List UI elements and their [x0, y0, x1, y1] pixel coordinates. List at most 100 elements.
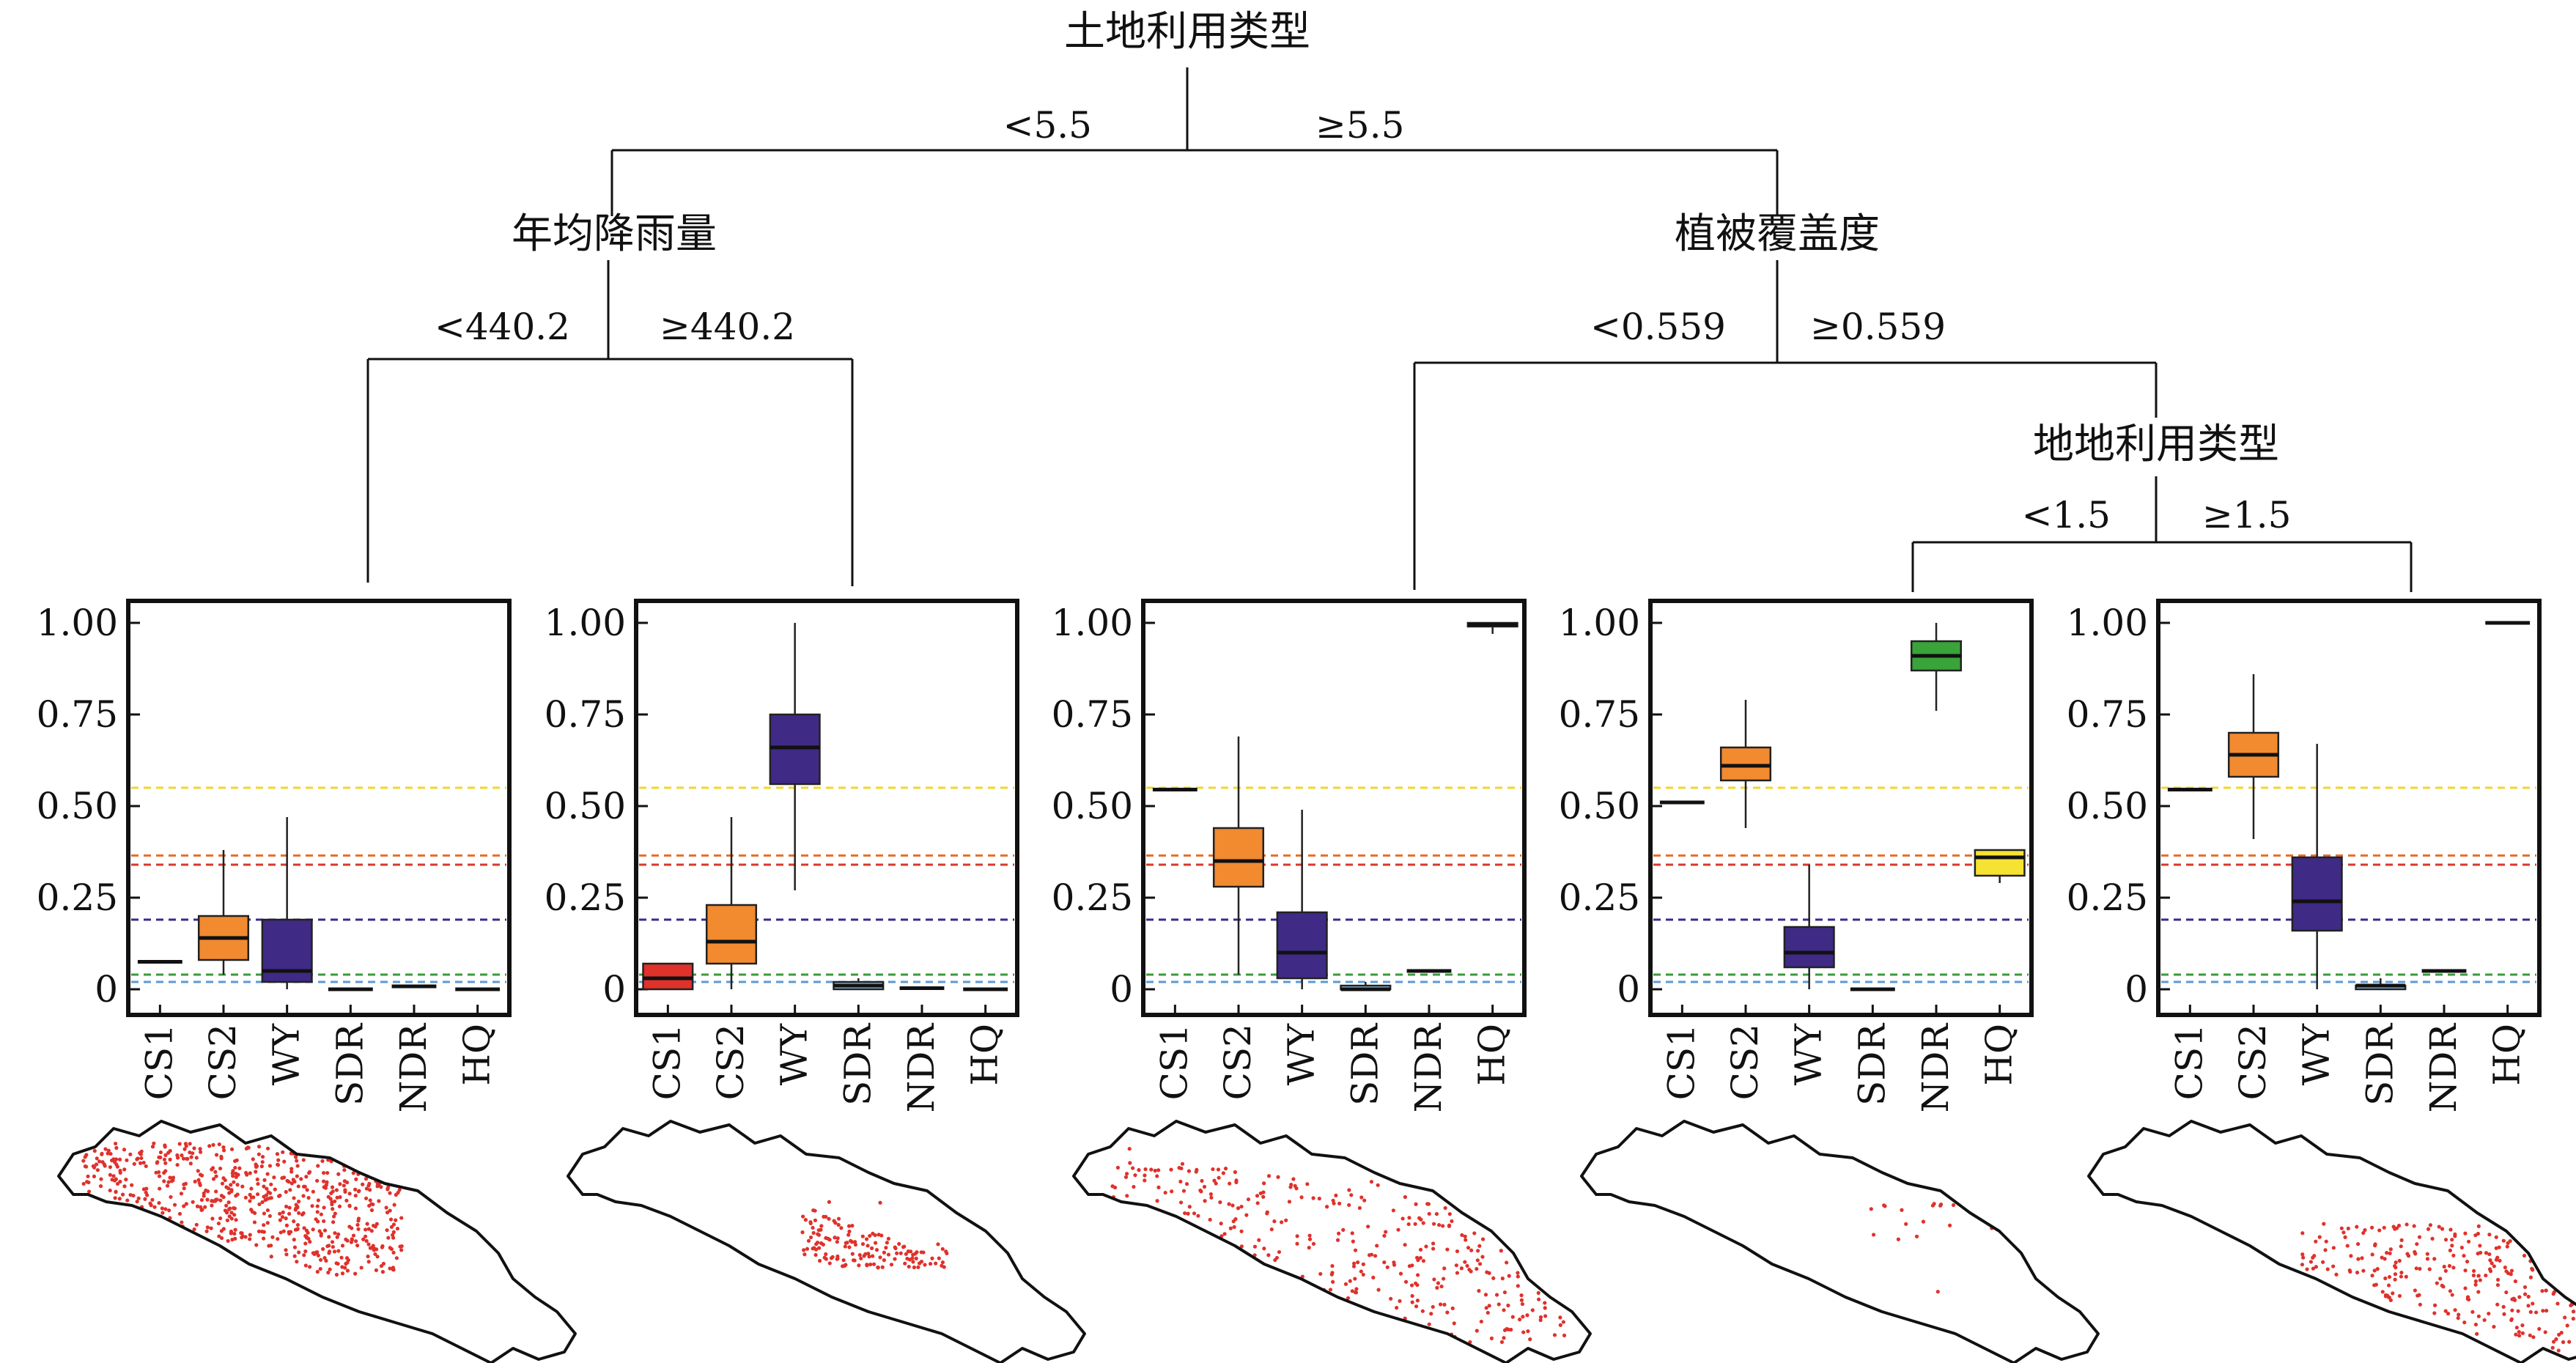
- right-node-label: 植被覆盖度: [1675, 210, 1880, 258]
- map-points: [1110, 1147, 1567, 1345]
- root-right-split-label: ≥5.5: [1315, 104, 1404, 147]
- y-tick-label: 0: [602, 968, 626, 1011]
- boxplot-panels: 0 0.25 0.50 0.75 1.00 CS1 CS2 WY SDR NDR HQ 0 0.25 0.…: [37, 599, 2542, 1113]
- box-body: [1974, 849, 2026, 877]
- y-tick-label: 0.25: [545, 876, 626, 919]
- panel-frame: [1648, 599, 2034, 1017]
- x-category-label: HQ: [456, 1024, 498, 1086]
- y-tick-label: 1.00: [2067, 602, 2148, 644]
- left-node-right-split-label: ≥440.2: [660, 306, 795, 348]
- x-category-label: CS2: [709, 1024, 752, 1100]
- deep-node-label: 地地利用类型: [2033, 421, 2279, 468]
- x-category-label: NDR: [900, 1023, 942, 1113]
- y-tick-label: 0.75: [1052, 693, 1133, 736]
- deep-node-right-split-label: ≥1.5: [2202, 494, 2291, 536]
- y-tick-label: 0: [1617, 968, 1640, 1011]
- x-category-label: NDR: [392, 1023, 435, 1113]
- y-tick-label: 0.50: [37, 785, 118, 827]
- y-tick-label: 0.50: [1052, 785, 1133, 827]
- tree-labels: 土地利用类型 <5.5 ≥5.5 年均降雨量 <440.2 ≥440.2 植被覆…: [435, 8, 2291, 536]
- box-wy: [769, 623, 821, 890]
- x-category-label: SDR: [836, 1023, 879, 1106]
- region-map: [567, 1120, 1086, 1363]
- box-sdr: [833, 978, 885, 991]
- region-map: [2087, 1120, 2576, 1363]
- x-category-label: WY: [265, 1023, 308, 1085]
- y-tick-label: 1.00: [1559, 602, 1640, 644]
- map-outline: [567, 1120, 1086, 1363]
- y-tick-label: 0.25: [1559, 876, 1640, 919]
- right-node-right-split-label: ≥0.559: [1810, 306, 1946, 348]
- box-body: [2291, 856, 2343, 932]
- box-cs2: [2227, 674, 2280, 839]
- x-category-label: CS1: [1660, 1024, 1702, 1100]
- box-wy: [261, 817, 313, 989]
- right-node-left-split-label: <0.559: [1590, 306, 1726, 348]
- y-tick-label: 0: [95, 968, 118, 1011]
- region-map: [1580, 1120, 2100, 1363]
- boxplot-panel: 0 0.25 0.50 0.75 1.00 CS1 CS2 WY SDR NDR HQ: [1052, 599, 1527, 1113]
- left-node-label: 年均降雨量: [512, 210, 717, 258]
- root-left-split-label: <5.5: [1003, 104, 1092, 147]
- x-category-label: HQ: [2486, 1024, 2528, 1086]
- boxplot-panel: 0 0.25 0.50 0.75 1.00 CS1 CS2 WY SDR NDR HQ: [2067, 599, 2542, 1113]
- x-category-label: CS1: [646, 1024, 688, 1100]
- y-tick-label: 0.25: [1052, 876, 1133, 919]
- y-tick-label: 0.75: [1559, 693, 1640, 736]
- x-category-label: CS1: [2168, 1024, 2210, 1100]
- y-tick-label: 1.00: [37, 602, 118, 644]
- y-tick-label: 1.00: [545, 602, 626, 644]
- x-category-label: CS2: [202, 1024, 244, 1100]
- tree-connectors: [366, 67, 2413, 592]
- map-outline: [1072, 1120, 1592, 1363]
- box-sdr: [1340, 982, 1392, 991]
- deep-node-left-split-label: <1.5: [2022, 494, 2111, 536]
- x-category-label: NDR: [1407, 1023, 1450, 1113]
- x-category-label: SDR: [1850, 1023, 1893, 1106]
- box-wy: [1276, 810, 1328, 989]
- y-tick-label: 0: [1110, 968, 1133, 1011]
- x-category-label: WY: [773, 1023, 816, 1085]
- box-body: [705, 904, 758, 965]
- x-category-label: WY: [1787, 1023, 1830, 1085]
- map-outline: [2087, 1120, 2576, 1363]
- x-category-label: NDR: [1914, 1023, 1957, 1113]
- root-node-label: 土地利用类型: [1064, 8, 1310, 56]
- y-tick-label: 0.75: [2067, 693, 2148, 736]
- region-map: [1072, 1120, 1592, 1363]
- box-hq: [1466, 621, 1518, 634]
- x-category-label: SDR: [328, 1023, 371, 1106]
- x-category-label: HQ: [1471, 1024, 1513, 1086]
- y-tick-label: 0.75: [37, 693, 118, 736]
- panel-frame: [634, 599, 1019, 1017]
- x-category-label: CS2: [1217, 1024, 1259, 1100]
- x-category-label: SDR: [2358, 1023, 2401, 1106]
- x-category-label: HQ: [1978, 1024, 2020, 1086]
- x-category-label: SDR: [1343, 1023, 1386, 1106]
- box-body: [1212, 827, 1265, 888]
- y-tick-label: 0.50: [2067, 785, 2148, 827]
- left-node-left-split-label: <440.2: [435, 306, 570, 348]
- x-category-label: CS2: [2232, 1024, 2274, 1100]
- box-ndr: [1910, 623, 1963, 711]
- map-outline: [1580, 1120, 2100, 1363]
- y-tick-label: 0.75: [545, 693, 626, 736]
- x-category-label: CS1: [1153, 1024, 1195, 1100]
- map-points: [2300, 1222, 2576, 1353]
- box-cs2: [1719, 700, 1772, 828]
- y-tick-label: 0.50: [545, 785, 626, 827]
- x-category-label: NDR: [2422, 1023, 2465, 1113]
- map-thumbnails: [57, 1120, 2576, 1363]
- panel-frame: [1141, 599, 1527, 1017]
- box-cs2: [1212, 736, 1265, 975]
- box-cs1: [642, 962, 694, 991]
- box-wy: [1783, 865, 1835, 989]
- map-points: [800, 1200, 949, 1270]
- box-sdr: [2355, 978, 2407, 991]
- map-points: [80, 1141, 404, 1277]
- boxplot-panel: 0 0.25 0.50 0.75 1.00 CS1 CS2 WY SDR NDR HQ: [545, 599, 1019, 1113]
- x-category-label: WY: [2295, 1023, 2338, 1085]
- box-cs2: [197, 850, 250, 975]
- x-category-label: WY: [1280, 1023, 1323, 1085]
